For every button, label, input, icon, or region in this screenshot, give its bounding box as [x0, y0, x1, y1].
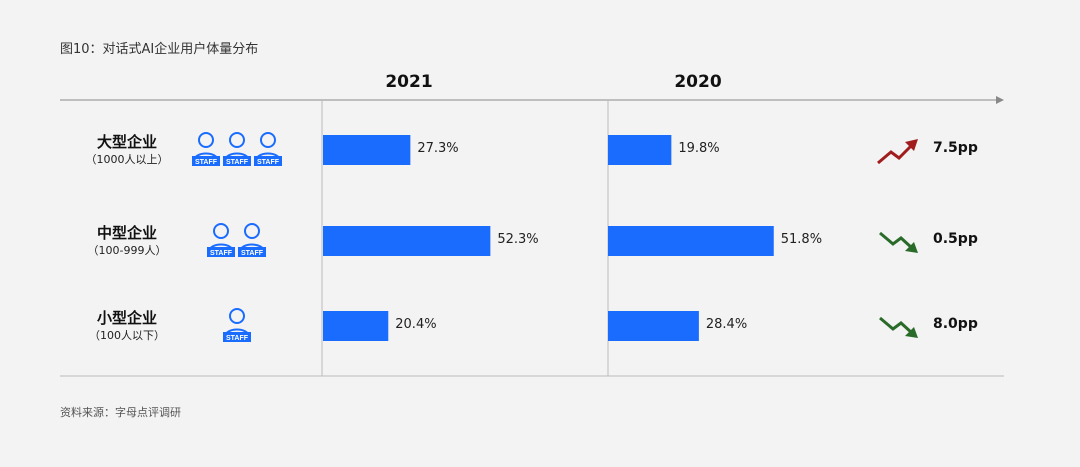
- category-name: 小型企业: [96, 309, 157, 327]
- change-label-3: 8.0pp: [933, 316, 978, 332]
- svg-text:STAFF: STAFF: [225, 335, 248, 342]
- staff-person-icon: STAFF: [206, 222, 236, 258]
- trend-up-icon: [877, 143, 914, 165]
- series-header-2020: 2020: [674, 72, 722, 92]
- staff-person-icon: STAFF: [237, 222, 267, 258]
- category-name: 中型企业: [96, 224, 157, 242]
- bar-label-2020-2: 51.8%: [780, 232, 823, 247]
- bar-2021-3: [323, 311, 389, 341]
- bar-2020-3: [608, 311, 699, 341]
- svg-text:STAFF: STAFF: [256, 159, 279, 166]
- svg-text:STAFF: STAFF: [225, 159, 248, 166]
- axis-arrow-icon: [996, 96, 1004, 104]
- staff-icon-group-1: STAFF STAFF STAFF: [191, 131, 283, 167]
- trend-down-icon: [879, 231, 914, 250]
- change-label-2: 0.5pp: [933, 231, 978, 247]
- trend-down-icon: [879, 316, 914, 335]
- change-label-1: 7.5pp: [933, 140, 978, 156]
- bar-label-2021-1: 27.3%: [417, 141, 459, 156]
- trend-up-arrowhead: [905, 139, 918, 151]
- bar-2021-2: [323, 226, 491, 256]
- bar-2021-1: [323, 135, 411, 165]
- trend-down-arrowhead: [905, 242, 918, 253]
- staff-person-icon: STAFF: [253, 131, 283, 167]
- series-header-2021: 2021: [385, 72, 433, 92]
- bar-2020-1: [608, 135, 672, 165]
- bar-label-2020-3: 28.4%: [705, 317, 748, 332]
- bar-2020-2: [608, 226, 774, 256]
- figure-title: 图10：对话式AI企业用户体量分布: [60, 42, 259, 57]
- category-sub: （1000人以上）: [85, 153, 169, 166]
- staff-person-icon: STAFF: [191, 131, 221, 167]
- staff-icon-group-2: STAFF STAFF: [206, 222, 267, 258]
- trend-down-arrowhead: [905, 327, 918, 338]
- bar-label-2020-1: 19.8%: [678, 141, 720, 156]
- staff-icon-group-3: STAFF: [222, 307, 252, 343]
- source-note: 资料来源：字母点评调研: [60, 406, 181, 419]
- category-sub: （100-999人）: [87, 244, 167, 257]
- staff-person-icon: STAFF: [222, 131, 252, 167]
- svg-text:STAFF: STAFF: [194, 159, 217, 166]
- category-label-1: 大型企业 （1000人以上）: [67, 132, 187, 167]
- staff-person-icon: STAFF: [222, 307, 252, 343]
- svg-text:STAFF: STAFF: [241, 250, 264, 257]
- svg-text:STAFF: STAFF: [210, 250, 233, 257]
- category-name: 大型企业: [96, 133, 157, 151]
- bar-label-2021-3: 20.4%: [395, 317, 437, 332]
- category-sub: （100人以下）: [89, 329, 165, 342]
- category-label-2: 中型企业 （100-999人）: [67, 223, 187, 258]
- category-label-3: 小型企业 （100人以下）: [67, 308, 187, 343]
- bar-label-2021-2: 52.3%: [497, 232, 539, 247]
